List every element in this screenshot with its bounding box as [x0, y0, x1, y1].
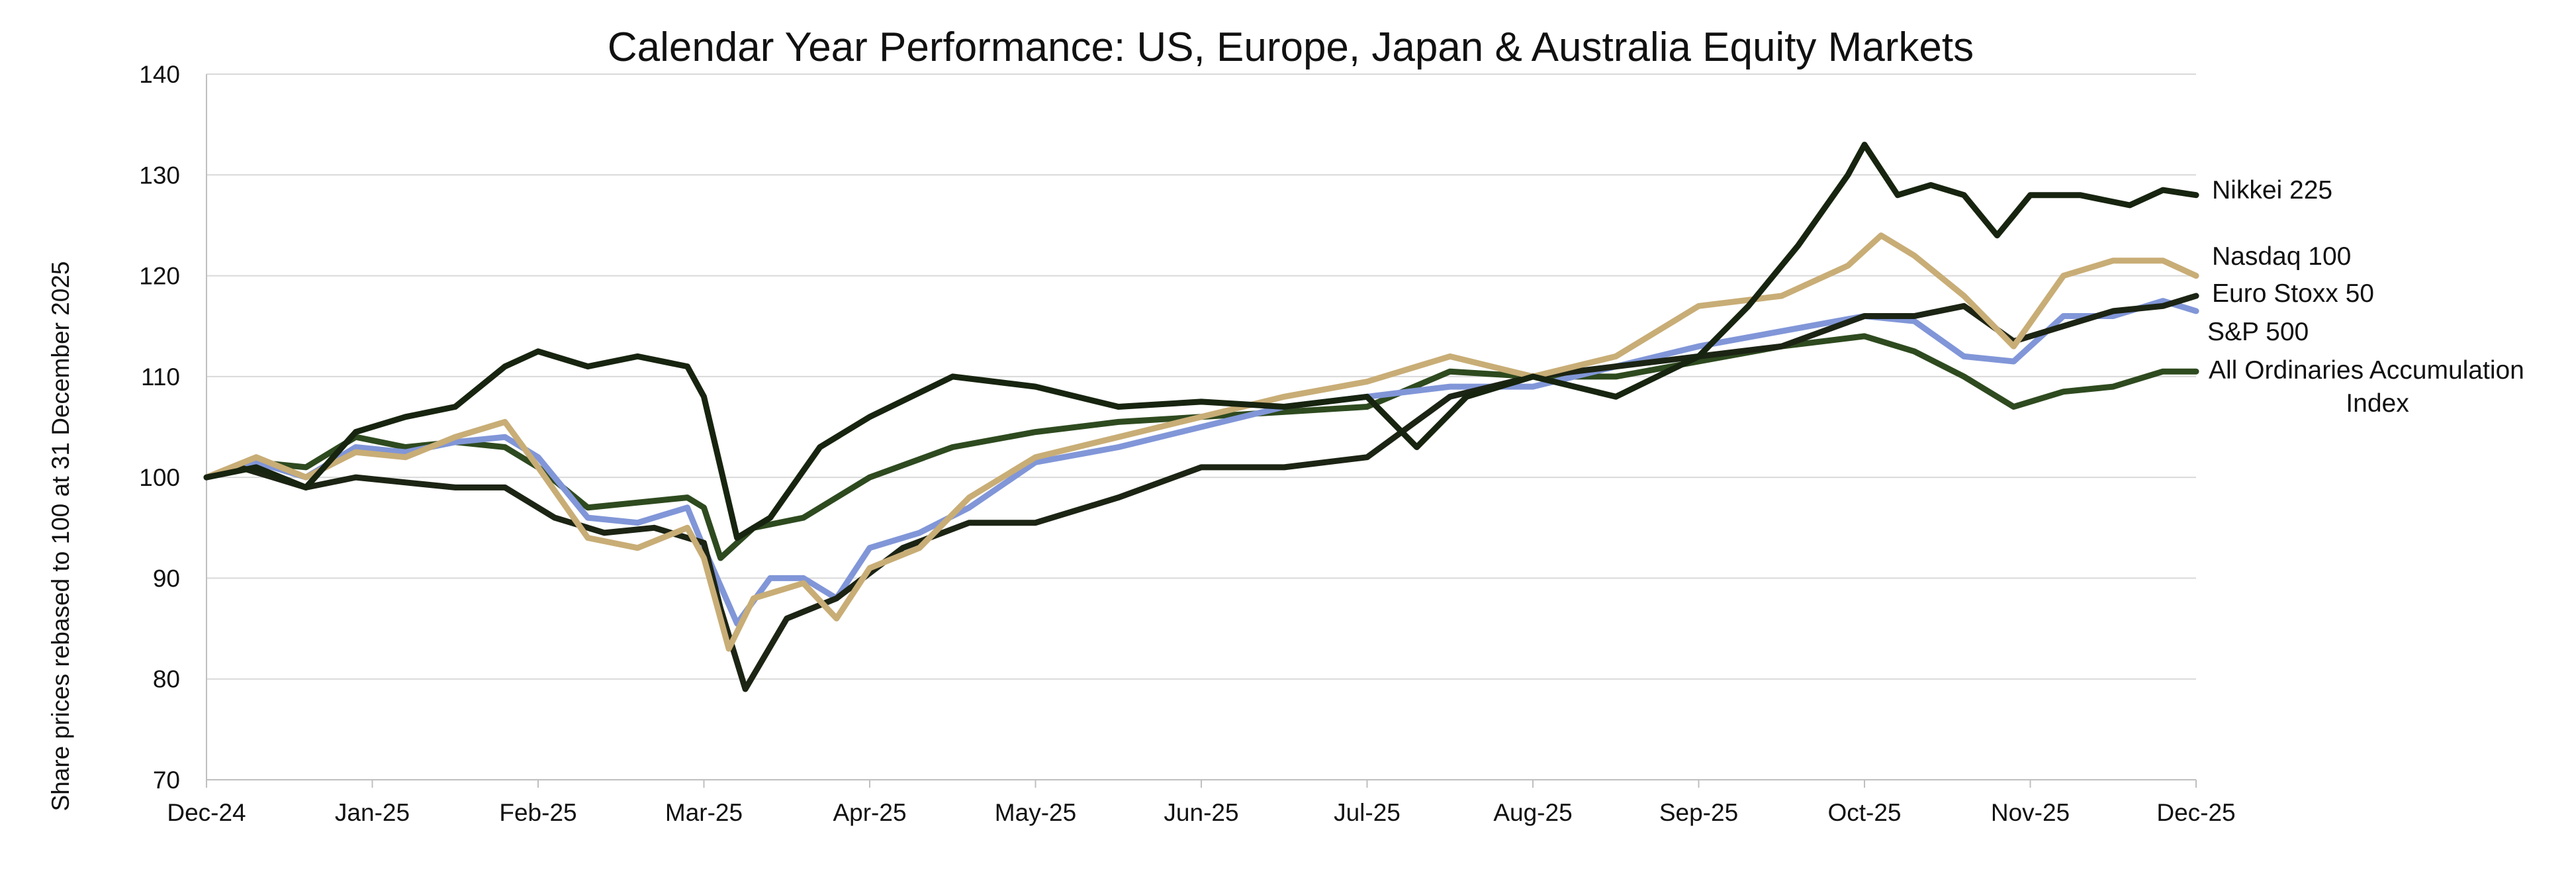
x-tick-label: Nov-25 — [1991, 799, 2070, 826]
chart-title: Calendar Year Performance: US, Europe, J… — [608, 24, 1974, 70]
y-tick-label: 140 — [139, 61, 180, 88]
series-labels: All Ordinaries Accumulation Index S&P 500 E… — [2207, 176, 2524, 418]
series-line-nikkei-225 — [203, 142, 2199, 541]
y-tick-label: 120 — [139, 263, 180, 290]
series-group — [203, 142, 2199, 692]
axes: 70 80 90 100 110 120 130 140 Dec-24 Jan-25 Feb-25 M… — [139, 61, 2235, 826]
x-tick-label: Dec-25 — [2156, 799, 2235, 826]
series-line-all-ordinaries-accumulation-index — [203, 333, 2199, 561]
x-tick-label: Mar-25 — [665, 799, 743, 826]
series-label-euro-stoxx-50: Euro Stoxx 50 — [2212, 279, 2374, 308]
y-tick-label: 70 — [153, 767, 180, 794]
x-tick-label: Dec-24 — [167, 799, 246, 826]
x-tick-label: Jun-25 — [1164, 799, 1238, 826]
y-tick-label: 80 — [153, 666, 180, 693]
x-tick-label: Sep-25 — [1659, 799, 1738, 826]
series-line-s-p-500 — [203, 298, 2199, 627]
y-tick-label: 110 — [141, 363, 180, 391]
y-tick-label: 90 — [153, 565, 180, 592]
x-tick-label: Jan-25 — [335, 799, 410, 826]
series-label-nasdaq-100: Nasdaq 100 — [2212, 242, 2351, 271]
x-tick-label: Oct-25 — [1827, 799, 1901, 826]
series-line-euro-stoxx-50 — [203, 293, 2199, 692]
series-line-nasdaq-100 — [203, 232, 2199, 652]
series-label-all-ordinaries-accumulation-index: All Ordinaries Accumulation Index — [2209, 356, 2524, 418]
x-tick-label: Feb-25 — [499, 799, 576, 826]
y-tick-label: 130 — [139, 162, 180, 189]
series-label-nikkei-225: Nikkei 225 — [2212, 176, 2332, 205]
y-tick-label: 100 — [139, 464, 180, 491]
y-axis-title: Share prices rebased to 100 at 31 Decemb… — [47, 261, 74, 812]
gridlines — [207, 73, 2196, 680]
x-tick-label: Apr-25 — [833, 799, 906, 826]
series-label-s-p-500: S&P 500 — [2207, 318, 2309, 346]
x-tick-label: Aug-25 — [1493, 799, 1572, 826]
x-tick-label: May-25 — [995, 799, 1076, 826]
x-tick-label: Jul-25 — [1334, 799, 1401, 826]
